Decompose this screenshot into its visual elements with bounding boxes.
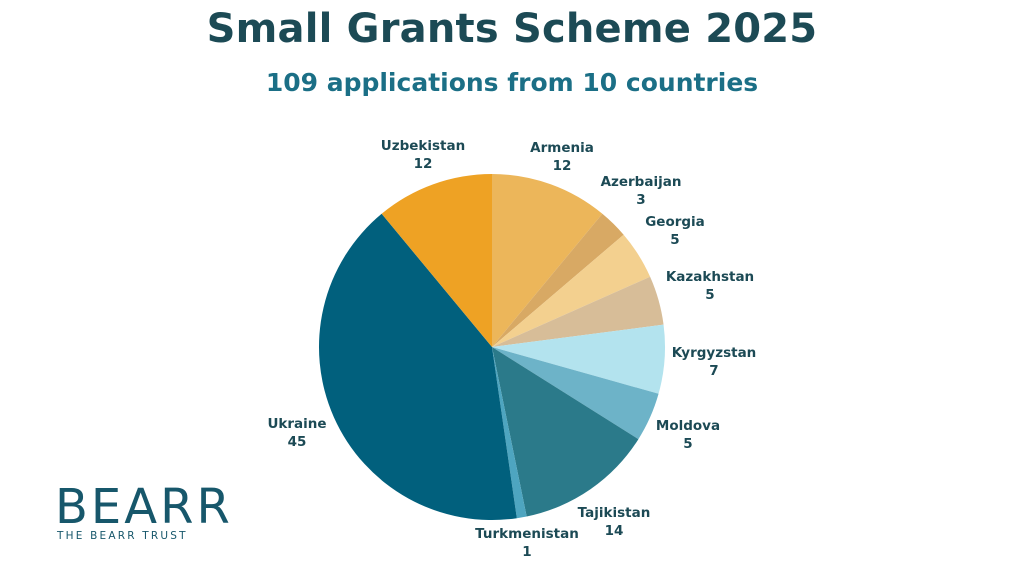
slice-value-moldova: 5 (683, 436, 692, 452)
logo-wordmark: BEARR (55, 479, 233, 535)
slice-value-azerbaijan: 3 (636, 192, 645, 208)
slice-label-uzbekistan: Uzbekistan (381, 138, 465, 154)
pie-slice-armenia (492, 173, 603, 347)
bearr-logo: BEARR THE BEARR TRUST (55, 479, 245, 547)
slice-value-turkmenistan: 1 (522, 544, 531, 560)
slice-value-kazakhstan: 5 (705, 287, 714, 303)
pie-slice-ukraine (318, 213, 517, 521)
slice-value-ukraine: 45 (288, 434, 307, 450)
pie-slices (318, 173, 666, 521)
slice-label-moldova: Moldova (656, 418, 720, 434)
pie-slice-turkmenistan (492, 347, 527, 519)
pie-slice-georgia (492, 234, 651, 347)
slice-value-armenia: 12 (553, 158, 572, 174)
chart-title: Small Grants Scheme 2025 (206, 6, 818, 52)
slice-label-armenia: Armenia (530, 140, 594, 156)
pie-slice-tajikistan (492, 347, 639, 517)
pie-slice-kazakhstan (492, 276, 664, 347)
pie-slice-kyrgyzstan (492, 324, 666, 394)
slice-label-tajikistan: Tajikistan (578, 505, 651, 521)
pie-slice-azerbaijan (492, 213, 624, 347)
slice-value-uzbekistan: 12 (414, 156, 433, 172)
slice-label-georgia: Georgia (645, 214, 705, 230)
slice-value-georgia: 5 (670, 232, 679, 248)
slice-value-tajikistan: 14 (605, 523, 624, 539)
slice-label-ukraine: Ukraine (267, 416, 326, 432)
pie-slice-uzbekistan (381, 173, 492, 347)
slice-value-kyrgyzstan: 7 (709, 363, 718, 379)
slice-label-azerbaijan: Azerbaijan (601, 174, 682, 190)
logo-tagline: THE BEARR TRUST (57, 530, 188, 542)
slice-label-kyrgyzstan: Kyrgyzstan (672, 345, 757, 361)
slice-label-turkmenistan: Turkmenistan (475, 526, 579, 542)
pie-slice-moldova (492, 347, 659, 440)
chart-subtitle: 109 applications from 10 countries (265, 68, 759, 97)
slice-label-kazakhstan: Kazakhstan (666, 269, 754, 285)
